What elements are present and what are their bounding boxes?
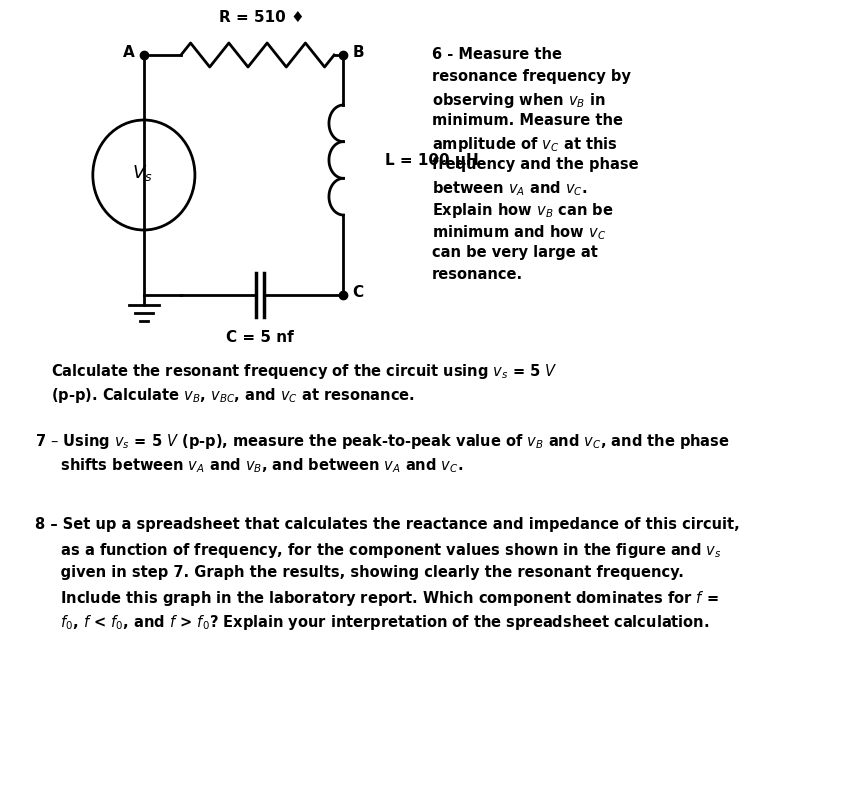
Text: observing when $v_B$ in: observing when $v_B$ in [432, 91, 605, 110]
Text: A: A [123, 45, 134, 60]
Text: can be very large at: can be very large at [432, 245, 597, 260]
Text: (p-p). Calculate $v_B$, $v_{BC}$, and $v_C$ at resonance.: (p-p). Calculate $v_B$, $v_{BC}$, and $v… [51, 386, 414, 405]
Text: Calculate the resonant frequency of the circuit using $v_s$ = 5 $V$: Calculate the resonant frequency of the … [51, 362, 557, 381]
Text: $V_s$: $V_s$ [132, 163, 153, 183]
Text: R = 510 ♦: R = 510 ♦ [219, 10, 305, 25]
Text: given in step 7. Graph the results, showing clearly the resonant frequency.: given in step 7. Graph the results, show… [36, 565, 684, 580]
Text: $f_0$, $f$ < $f_0$, and $f$ > $f_0$? Explain your interpretation of the spreadsh: $f_0$, $f$ < $f_0$, and $f$ > $f_0$? Exp… [36, 613, 710, 632]
Text: Include this graph in the laboratory report. Which component dominates for $f$ =: Include this graph in the laboratory rep… [36, 589, 719, 608]
Text: shifts between $v_A$ and $v_B$, and between $v_A$ and $v_C$.: shifts between $v_A$ and $v_B$, and betw… [36, 456, 464, 475]
Text: C = 5 nf: C = 5 nf [226, 330, 294, 345]
Text: resonance.: resonance. [432, 267, 523, 282]
Text: C: C [353, 285, 364, 300]
Text: 6 - Measure the: 6 - Measure the [432, 47, 562, 62]
Text: 7 – Using $v_s$ = 5 $V$ (p-p), measure the peak-to-peak value of $v_B$ and $v_C$: 7 – Using $v_s$ = 5 $V$ (p-p), measure t… [36, 432, 730, 451]
Text: L = 100 μH: L = 100 μH [385, 152, 479, 167]
Text: resonance frequency by: resonance frequency by [432, 69, 630, 84]
Text: minimum. Measure the: minimum. Measure the [432, 113, 623, 128]
Text: Explain how $v_B$ can be: Explain how $v_B$ can be [432, 201, 613, 220]
Text: between $v_A$ and $v_C$.: between $v_A$ and $v_C$. [432, 179, 587, 198]
Text: as a function of frequency, for the component values shown in the figure and $v_: as a function of frequency, for the comp… [36, 541, 722, 560]
Text: frequency and the phase: frequency and the phase [432, 157, 638, 172]
Text: minimum and how $v_C$: minimum and how $v_C$ [432, 223, 606, 241]
Text: B: B [353, 45, 364, 60]
Text: amplitude of $v_C$ at this: amplitude of $v_C$ at this [432, 135, 617, 154]
Text: 8 – Set up a spreadsheet that calculates the reactance and impedance of this cir: 8 – Set up a spreadsheet that calculates… [36, 517, 740, 532]
